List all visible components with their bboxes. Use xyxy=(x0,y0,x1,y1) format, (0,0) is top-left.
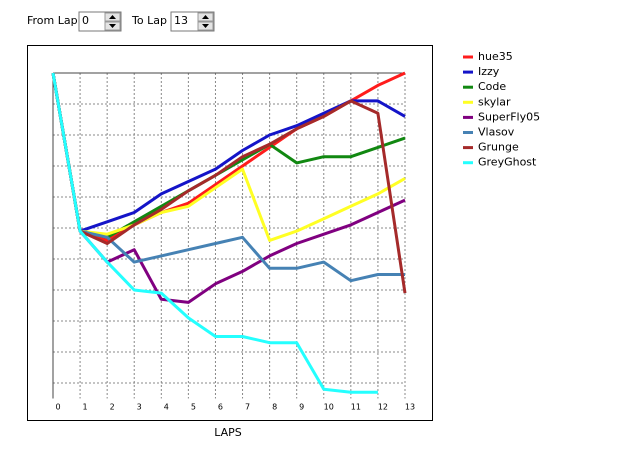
x-tick-label: 9 xyxy=(299,403,304,412)
to-lap-label: To Lap xyxy=(131,14,167,27)
x-tick-label: 8 xyxy=(272,403,277,412)
series-line xyxy=(51,72,407,294)
legend-label: GreyGhost xyxy=(478,156,537,169)
x-tick-label: 1 xyxy=(83,403,88,412)
series-line xyxy=(51,72,378,394)
to-lap-value[interactable]: 13 xyxy=(174,14,188,27)
x-tick-label: 2 xyxy=(110,403,115,412)
legend-label: Izzy xyxy=(478,65,500,78)
x-tick-label: 0 xyxy=(55,403,60,412)
from-lap-label: From Lap xyxy=(27,14,78,27)
x-tick-label: 13 xyxy=(405,403,415,412)
x-axis-label: LAPS xyxy=(214,426,242,439)
x-tick-label: 10 xyxy=(324,403,334,412)
series-line xyxy=(51,72,406,304)
legend-label: skylar xyxy=(478,95,511,108)
x-tick-label: 3 xyxy=(137,403,142,412)
legend-label: hue35 xyxy=(478,50,513,63)
legend-label: Grunge xyxy=(478,141,519,154)
x-tick-label: 5 xyxy=(191,403,196,412)
legend-label: SuperFly05 xyxy=(478,110,540,123)
x-tick-label: 11 xyxy=(351,403,361,412)
to-lap-arrows xyxy=(202,15,209,28)
x-tick-label: 6 xyxy=(218,403,223,412)
series-line xyxy=(51,72,406,242)
from-lap-arrows xyxy=(109,15,116,28)
x-tick-label: 12 xyxy=(378,403,388,412)
x-tick-label: 4 xyxy=(164,403,169,412)
from-lap-value[interactable]: 0 xyxy=(82,14,89,27)
legend-label: Code xyxy=(478,80,506,93)
legend-label: Vlasov xyxy=(478,126,515,139)
x-tick-label: 7 xyxy=(245,403,250,412)
